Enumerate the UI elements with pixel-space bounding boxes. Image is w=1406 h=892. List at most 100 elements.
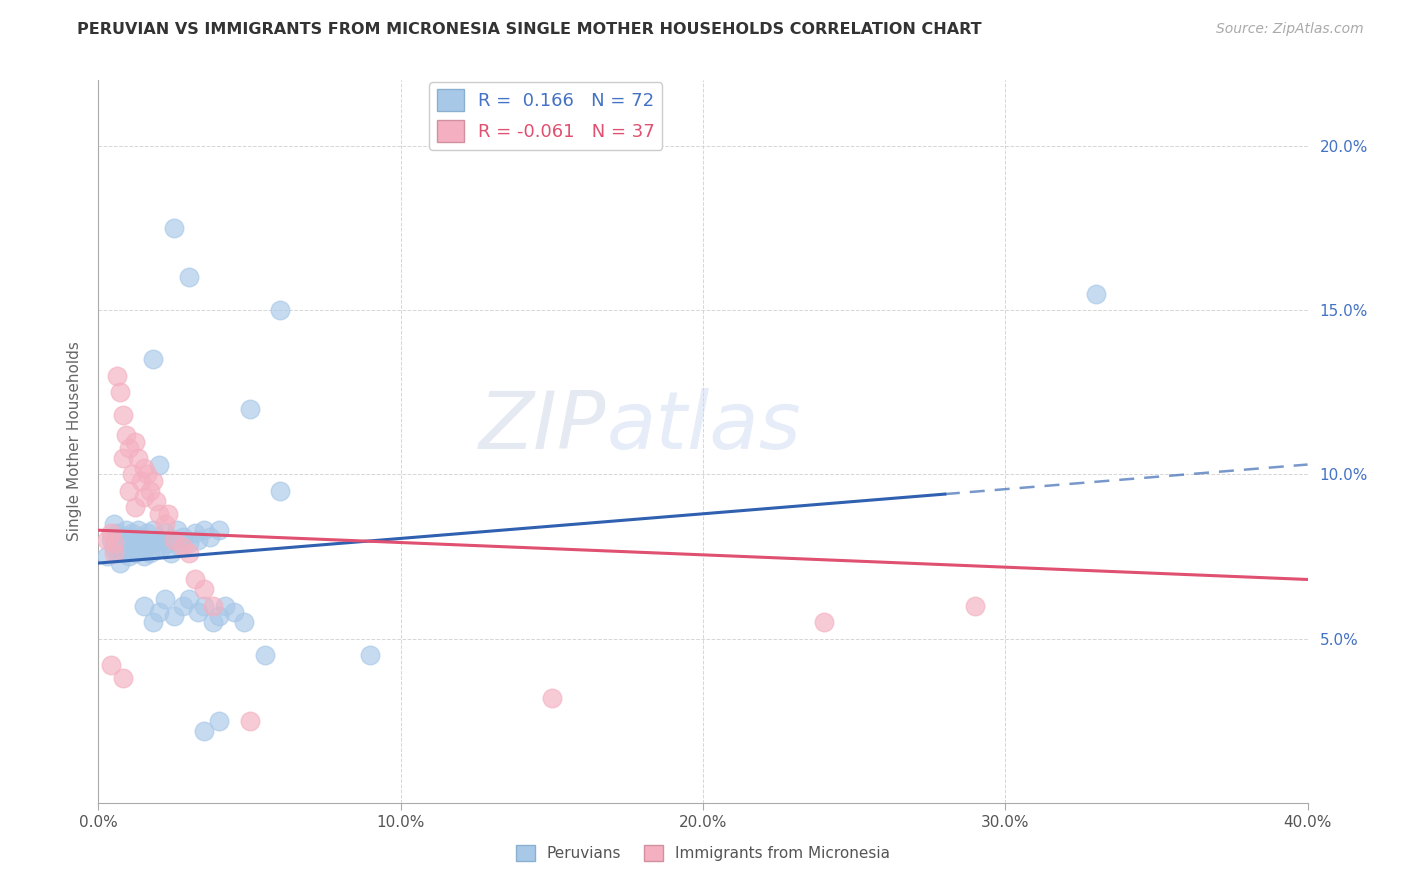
Point — [160, 546, 183, 560]
Point — [129, 530, 152, 544]
Point — [132, 599, 155, 613]
Point — [208, 608, 231, 623]
Point — [142, 615, 165, 630]
Point — [269, 303, 291, 318]
Point — [202, 599, 225, 613]
Point — [145, 493, 167, 508]
Point — [103, 516, 125, 531]
Point — [193, 599, 215, 613]
Legend: R =  0.166   N = 72, R = -0.061   N = 37: R = 0.166 N = 72, R = -0.061 N = 37 — [429, 82, 662, 150]
Point — [127, 533, 149, 547]
Point — [193, 582, 215, 597]
Point — [127, 450, 149, 465]
Point — [172, 540, 194, 554]
Point — [142, 474, 165, 488]
Point — [232, 615, 254, 630]
Point — [135, 526, 157, 541]
Point — [96, 549, 118, 564]
Point — [124, 434, 146, 449]
Point — [142, 352, 165, 367]
Point — [813, 615, 835, 630]
Point — [1085, 286, 1108, 301]
Point — [100, 526, 122, 541]
Point — [114, 428, 136, 442]
Point — [118, 483, 141, 498]
Point — [193, 523, 215, 537]
Point — [114, 536, 136, 550]
Point — [124, 500, 146, 515]
Point — [118, 441, 141, 455]
Point — [148, 605, 170, 619]
Point — [202, 615, 225, 630]
Point — [179, 270, 201, 285]
Point — [111, 671, 134, 685]
Point — [187, 605, 209, 619]
Text: ZIP: ZIP — [479, 388, 606, 467]
Point — [179, 546, 201, 560]
Point — [142, 536, 165, 550]
Point — [111, 409, 134, 423]
Point — [124, 546, 146, 560]
Point — [150, 540, 173, 554]
Point — [111, 450, 134, 465]
Point — [166, 523, 188, 537]
Point — [103, 546, 125, 560]
Point — [239, 714, 262, 728]
Point — [148, 507, 170, 521]
Point — [132, 460, 155, 475]
Point — [132, 549, 155, 564]
Point — [193, 723, 215, 738]
Point — [184, 573, 207, 587]
Text: atlas: atlas — [606, 388, 801, 467]
Point — [121, 526, 143, 541]
Point — [139, 546, 162, 560]
Point — [132, 540, 155, 554]
Point — [108, 556, 131, 570]
Point — [100, 657, 122, 672]
Point — [156, 507, 179, 521]
Point — [269, 483, 291, 498]
Point — [103, 536, 125, 550]
Point — [253, 648, 276, 662]
Point — [208, 523, 231, 537]
Point — [111, 530, 134, 544]
Point — [129, 542, 152, 557]
Point — [118, 542, 141, 557]
Point — [239, 401, 262, 416]
Point — [200, 530, 222, 544]
Point — [100, 533, 122, 547]
Point — [179, 592, 201, 607]
Point — [184, 526, 207, 541]
Point — [187, 533, 209, 547]
Point — [105, 368, 128, 383]
Point — [156, 536, 179, 550]
Point — [121, 467, 143, 482]
Text: PERUVIAN VS IMMIGRANTS FROM MICRONESIA SINGLE MOTHER HOUSEHOLDS CORRELATION CHAR: PERUVIAN VS IMMIGRANTS FROM MICRONESIA S… — [77, 22, 981, 37]
Point — [208, 714, 231, 728]
Point — [179, 536, 201, 550]
Point — [118, 530, 141, 544]
Point — [214, 599, 236, 613]
Point — [172, 530, 194, 544]
Point — [105, 546, 128, 560]
Point — [540, 690, 562, 705]
Point — [108, 385, 131, 400]
Text: Source: ZipAtlas.com: Source: ZipAtlas.com — [1216, 22, 1364, 37]
Point — [153, 516, 176, 531]
Point — [148, 533, 170, 547]
Point — [124, 536, 146, 550]
Point — [135, 467, 157, 482]
Point — [142, 523, 165, 537]
Point — [111, 546, 134, 560]
Y-axis label: Single Mother Households: Single Mother Households — [66, 342, 82, 541]
Point — [103, 540, 125, 554]
Point — [96, 533, 118, 547]
Point — [121, 540, 143, 554]
Point — [108, 536, 131, 550]
Point — [153, 592, 176, 607]
Point — [139, 483, 162, 498]
Point — [135, 536, 157, 550]
Point — [118, 549, 141, 564]
Point — [127, 523, 149, 537]
Point — [360, 648, 382, 662]
